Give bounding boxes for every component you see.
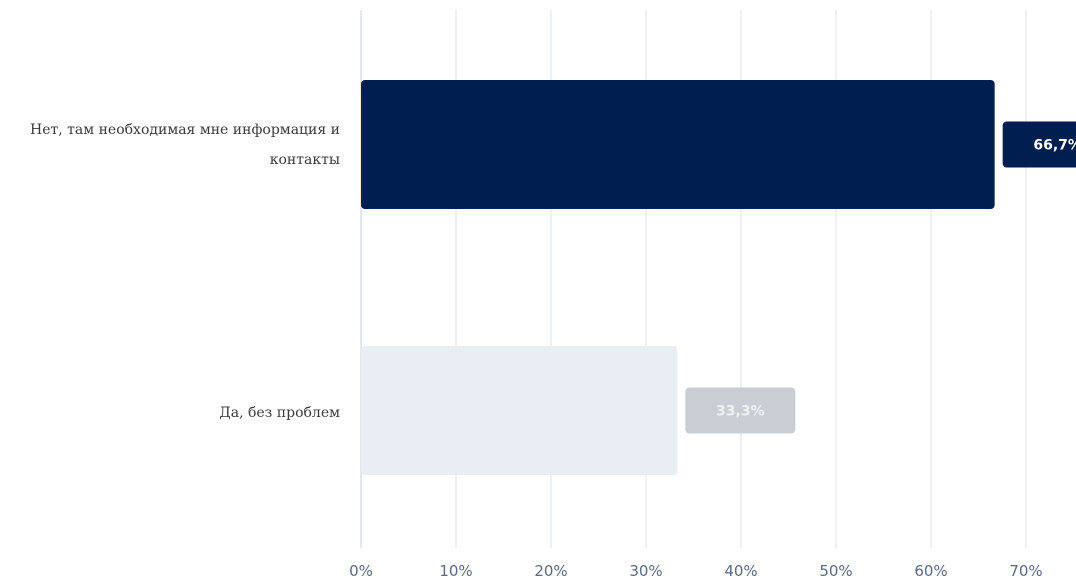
x-tick-label-40: 40%: [724, 562, 757, 580]
category-label-1: Да, без проблем: [219, 405, 340, 421]
data-label-badge-1: [685, 387, 796, 434]
data-label-badge-0: [1002, 121, 1076, 168]
data-label-1: 33,3%: [716, 404, 765, 420]
x-tick-label-50: 50%: [819, 562, 852, 580]
category-label-0: Нет, там необходимая мне информация и ко…: [30, 122, 340, 168]
x-tick-label-30: 30%: [629, 562, 662, 580]
bar-1: [361, 346, 678, 475]
x-tick-label-0: 0%: [349, 562, 373, 580]
x-tick-label-20: 20%: [534, 562, 567, 580]
x-tick-label-70: 70%: [1009, 562, 1042, 580]
bar-0: [361, 80, 995, 209]
x-tick-label-60: 60%: [914, 562, 947, 580]
x-tick-label-10: 10%: [439, 562, 472, 580]
data-label-0: 66,7%: [1033, 138, 1076, 154]
